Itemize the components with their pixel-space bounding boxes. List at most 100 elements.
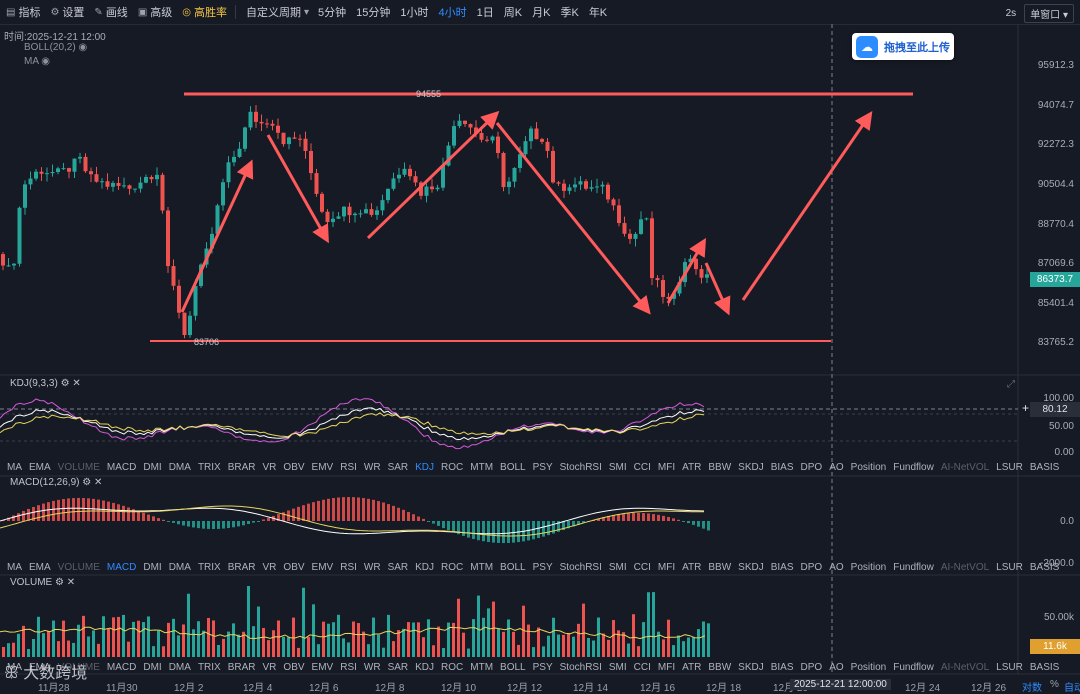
indicator-tab[interactable]: AO — [829, 662, 844, 673]
indicator-tab[interactable]: Fundflow — [893, 662, 934, 673]
indicator-tab[interactable]: PSY — [532, 562, 553, 573]
indicator-tab[interactable]: SKDJ — [738, 462, 764, 473]
indicator-tab[interactable]: SKDJ — [738, 562, 764, 573]
indicator-tab[interactable]: LSUR — [996, 462, 1023, 473]
indicator-tab[interactable]: ATR — [682, 462, 702, 473]
toolbar-button-2[interactable]: ✎ 画线 — [94, 4, 127, 20]
auto-scale-toggle[interactable]: 自动 — [1064, 683, 1080, 694]
ma-label[interactable]: MA ◉ — [24, 56, 50, 67]
period-tab[interactable]: 5分钟 — [318, 7, 347, 19]
indicator-tab[interactable]: BOLL — [500, 662, 526, 673]
indicator-tab[interactable]: OBV — [283, 662, 305, 673]
indicator-tab[interactable]: BBW — [708, 662, 732, 673]
period-tab[interactable]: 周K — [503, 7, 523, 19]
indicator-tab[interactable]: SKDJ — [738, 662, 764, 673]
indicator-tab[interactable]: OBV — [283, 462, 305, 473]
indicator-tab[interactable]: ATR — [682, 662, 702, 673]
gear-icon[interactable]: ⚙ — [82, 477, 92, 488]
window-mode-select[interactable]: 单窗口 ▾ — [1024, 4, 1074, 23]
indicator-tab[interactable]: BASIS — [1029, 562, 1060, 573]
indicator-tab[interactable]: StochRSI — [559, 562, 602, 573]
indicator-tab[interactable]: StochRSI — [559, 462, 602, 473]
indicator-tab[interactable]: AO — [829, 562, 844, 573]
indicator-tab[interactable]: RSI — [340, 562, 357, 573]
eye-icon[interactable]: ◉ — [41, 56, 50, 67]
win-rate-button[interactable]: ◎ 高胜率 — [182, 4, 227, 20]
period-tab[interactable]: 1日 — [476, 7, 494, 19]
indicator-tab[interactable]: MTM — [470, 462, 494, 473]
indicator-tab[interactable]: AI-NetVOL — [940, 562, 990, 573]
indicator-tab[interactable]: Fundflow — [893, 462, 934, 473]
indicator-tab[interactable]: RSI — [340, 462, 357, 473]
indicator-tab[interactable]: DMA — [168, 662, 191, 673]
indicator-tab[interactable]: DMI — [143, 462, 162, 473]
indicator-tab[interactable]: CCI — [633, 462, 651, 473]
indicator-tab[interactable]: ROC — [441, 662, 464, 673]
indicator-tab[interactable]: BOLL — [500, 562, 526, 573]
indicator-tab[interactable]: PSY — [532, 662, 553, 673]
indicator-tab[interactable]: LSUR — [996, 662, 1023, 673]
upload-button[interactable]: ☁ 拖拽至此上传 — [852, 33, 954, 60]
indicator-tab[interactable]: KDJ — [415, 462, 435, 473]
indicator-tab[interactable]: WR — [363, 662, 381, 673]
macd-title[interactable]: MACD(12,26,9) ⚙ ✕ — [10, 477, 102, 488]
period-tab[interactable]: 4小时 — [438, 7, 467, 19]
indicator-tab[interactable]: CCI — [633, 662, 651, 673]
indicator-tab[interactable]: SMI — [608, 462, 627, 473]
toolbar-button-0[interactable]: ▤ 指标 — [6, 4, 40, 20]
indicator-tab[interactable]: MA — [7, 462, 22, 473]
indicator-tab[interactable]: VOLUME — [57, 462, 100, 473]
indicator-tab[interactable]: DPO — [800, 662, 823, 673]
indicator-tab[interactable]: MA — [7, 662, 22, 673]
indicator-tab[interactable]: WR — [363, 562, 381, 573]
indicator-tab[interactable]: DPO — [800, 562, 823, 573]
indicator-tab[interactable]: BBW — [708, 562, 732, 573]
indicator-tab[interactable]: EMV — [311, 462, 334, 473]
custom-period-dropdown[interactable]: 自定义周期 ▾ — [246, 4, 309, 20]
indicator-tab[interactable]: SAR — [387, 662, 409, 673]
indicator-tab[interactable]: VR — [262, 662, 277, 673]
plus-icon[interactable]: + — [1022, 401, 1030, 415]
indicator-tab[interactable]: ROC — [441, 562, 464, 573]
indicator-tab[interactable]: LSUR — [996, 562, 1023, 573]
indicator-tab[interactable]: MACD — [106, 462, 137, 473]
toolbar-button-1[interactable]: ⚙ 设置 — [50, 4, 84, 20]
indicator-tab[interactable]: EMA — [29, 562, 51, 573]
indicator-tab[interactable]: AI-NetVOL — [940, 462, 990, 473]
percent-toggle[interactable]: % — [1050, 679, 1059, 690]
indicator-tab[interactable]: DMA — [168, 562, 191, 573]
expand-icon[interactable]: ⤢ — [1007, 379, 1015, 390]
indicator-tab[interactable]: Position — [850, 462, 887, 473]
indicator-tab[interactable]: EMA — [29, 662, 51, 673]
indicator-tab[interactable]: MFI — [657, 562, 676, 573]
indicator-tab[interactable]: RSI — [340, 662, 357, 673]
indicator-tab[interactable]: AI-NetVOL — [940, 662, 990, 673]
indicator-tab[interactable]: BIAS — [770, 462, 794, 473]
indicator-tab[interactable]: ATR — [682, 562, 702, 573]
indicator-tab[interactable]: MACD — [106, 562, 137, 573]
close-icon[interactable]: ✕ — [94, 477, 103, 488]
indicator-tab[interactable]: MFI — [657, 662, 676, 673]
period-tab[interactable]: 年K — [588, 7, 608, 19]
indicator-tab[interactable]: BIAS — [770, 662, 794, 673]
indicator-tab[interactable]: MTM — [470, 562, 494, 573]
indicator-tab[interactable]: VOLUME — [57, 662, 100, 673]
indicator-tab[interactable]: BRAR — [227, 462, 256, 473]
period-tab[interactable]: 1小时 — [400, 7, 429, 19]
eye-icon[interactable]: ◉ — [78, 42, 88, 53]
indicator-tab[interactable]: BASIS — [1029, 462, 1060, 473]
indicator-tab[interactable]: DPO — [800, 462, 823, 473]
indicator-tab[interactable]: DMI — [143, 662, 162, 673]
indicator-tab[interactable]: ROC — [441, 462, 464, 473]
period-tab[interactable]: 15分钟 — [356, 7, 391, 19]
indicator-tab[interactable]: BOLL — [500, 462, 526, 473]
indicator-tab[interactable]: SAR — [387, 462, 409, 473]
indicator-tab[interactable]: DMI — [143, 562, 162, 573]
indicator-tab[interactable]: Position — [850, 662, 887, 673]
indicator-tab[interactable]: KDJ — [415, 662, 435, 673]
kdj-title[interactable]: KDJ(9,3,3) ⚙ ✕ — [10, 378, 81, 389]
indicator-tab[interactable]: KDJ — [415, 562, 435, 573]
gear-icon[interactable]: ⚙ — [55, 577, 64, 588]
indicator-tab[interactable]: TRIX — [197, 462, 221, 473]
